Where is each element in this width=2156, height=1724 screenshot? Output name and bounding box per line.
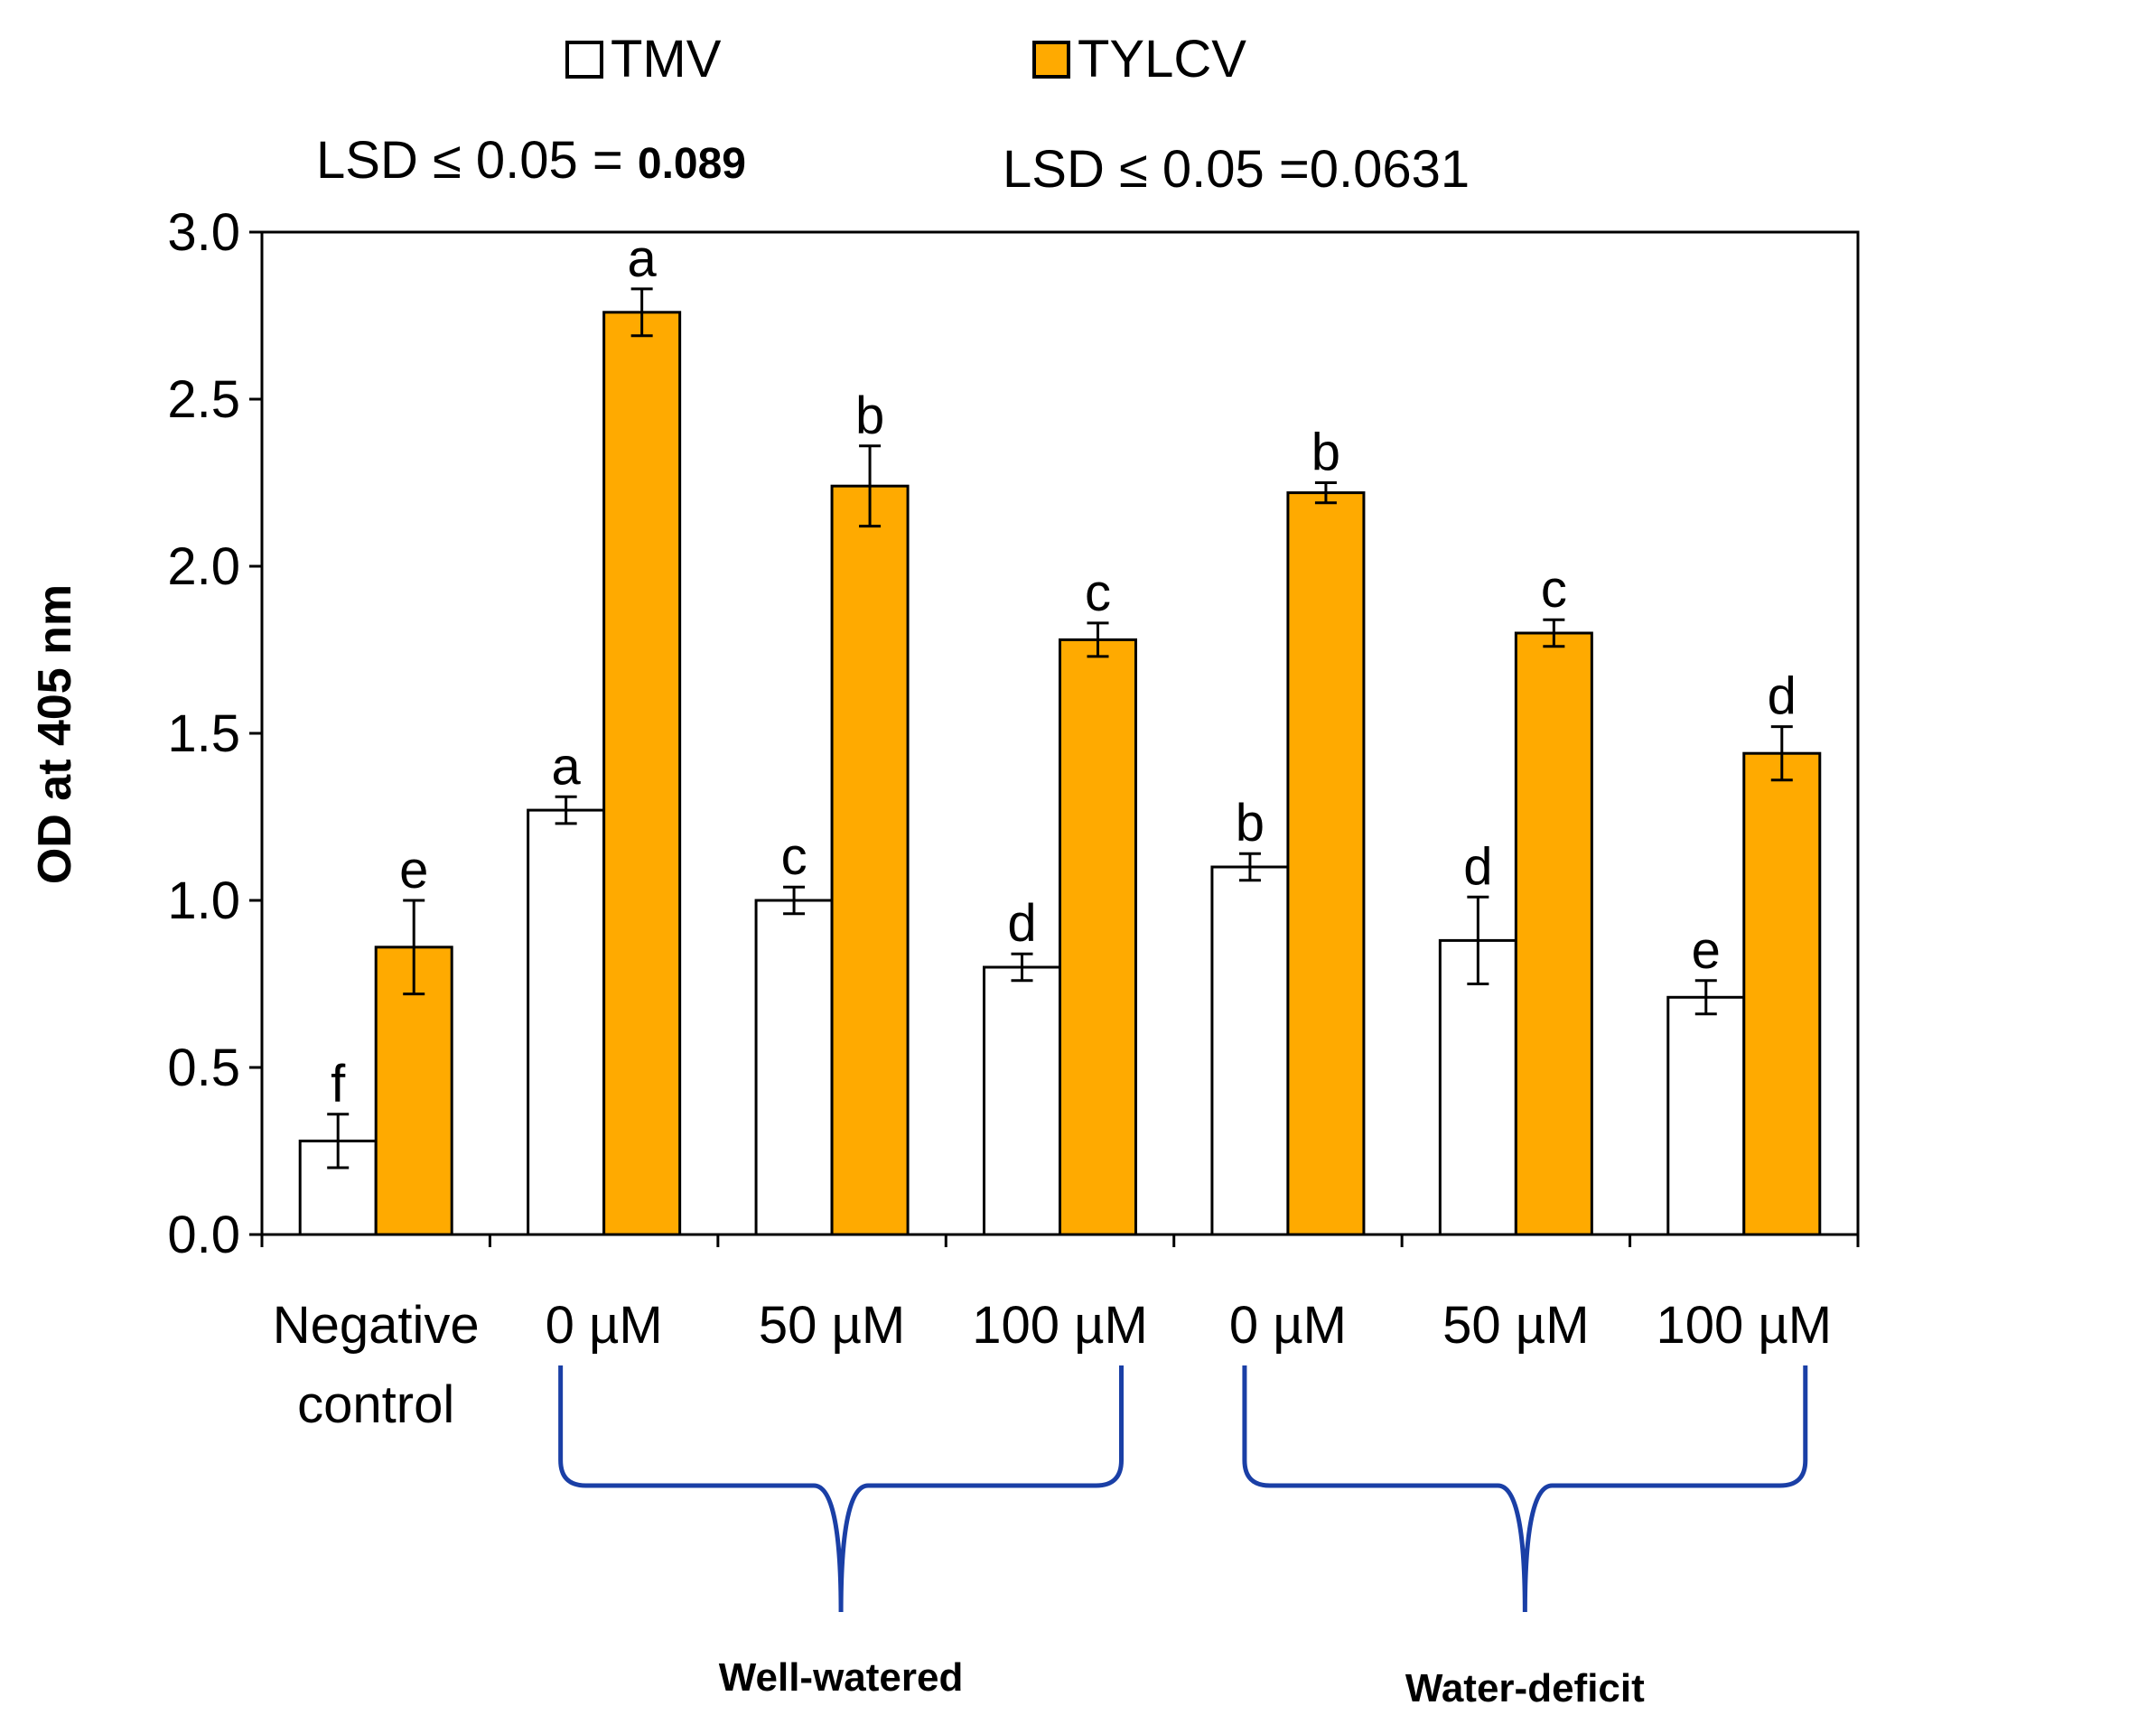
- bar-tmv-3: [983, 965, 1061, 1236]
- sig-letter-tylcv-0: e: [399, 841, 428, 899]
- bars: [298, 311, 1822, 1236]
- lsd-tmv: LSD ≤ 0.05 = 0.089: [316, 131, 746, 190]
- y-tick-label: 0.0: [167, 1206, 240, 1264]
- y-tick-label: 2.5: [167, 370, 240, 429]
- y-axis-ticks: 0.0 0.5 1.0 1.5 2.0 2.5 3.0: [167, 203, 262, 1264]
- y-tick-label: 3.0: [167, 203, 240, 262]
- lsd-tylcv: LSD ≤ 0.05 =0.0631: [1003, 140, 1470, 199]
- bar-tmv-5: [1438, 938, 1517, 1236]
- x-category-label: 50 µM: [1442, 1296, 1589, 1355]
- y-tick-label: 1.5: [167, 704, 240, 763]
- error-bars: [327, 287, 1793, 1170]
- x-category-label: 0 µM: [546, 1296, 663, 1355]
- bar-tylcv-4: [1286, 491, 1366, 1236]
- legend-swatch-tylcv: [1032, 41, 1070, 79]
- sig-letter-tmv-0: f: [331, 1055, 346, 1114]
- bar-tmv-1: [527, 808, 606, 1236]
- lsd-tylcv-value: 0.0631: [1310, 140, 1470, 199]
- bar-tylcv-6: [1742, 751, 1822, 1236]
- significance-letters: f e a a c b d c b b d c e d: [331, 229, 1797, 1114]
- legend: TMV TYLCV: [565, 30, 1246, 89]
- sig-letter-tylcv-2: b: [855, 387, 884, 445]
- y-tick-label: 1.0: [167, 871, 240, 930]
- y-tick-label: 0.5: [167, 1039, 240, 1097]
- x-category-label: 100 µM: [972, 1296, 1148, 1355]
- group-label-0: Well-watered: [719, 1655, 964, 1700]
- y-tick-label: 2.0: [167, 537, 240, 596]
- bar-tylcv-2: [830, 484, 910, 1236]
- sig-letter-tylcv-6: d: [1768, 667, 1797, 726]
- x-category-label: 50 µM: [759, 1296, 905, 1355]
- x-axis-ticks: [260, 1235, 1860, 1247]
- legend-label-tylcv: TYLCV: [1078, 30, 1246, 89]
- bar-tmv-6: [1666, 995, 1746, 1236]
- sig-letter-tylcv-5: c: [1541, 560, 1567, 619]
- group-label-1: Water-deficit: [1405, 1666, 1645, 1710]
- y-axis-label: OD at 405 nm: [29, 584, 81, 884]
- sig-letter-tmv-6: e: [1692, 921, 1721, 980]
- x-axis-category-labels: Negative control 0 µM 50 µM 100 µM 0 µM 50 µM 1…: [273, 1296, 1832, 1434]
- x-category-label: 100 µM: [1656, 1296, 1832, 1355]
- sig-letter-tmv-3: d: [1007, 894, 1036, 953]
- bar-tmv-4: [1210, 865, 1290, 1236]
- legend-label-tmv: TMV: [611, 30, 722, 89]
- sig-letter-tmv-5: d: [1463, 837, 1492, 896]
- sig-letter-tmv-4: b: [1236, 794, 1265, 853]
- x-category-label: control: [297, 1375, 454, 1434]
- bar-tylcv-1: [602, 311, 682, 1236]
- lsd-annotations: LSD ≤ 0.05 = 0.089 LSD ≤ 0.05 =0.0631: [316, 131, 1470, 199]
- bar-tylcv-3: [1059, 638, 1137, 1236]
- x-category-label: 0 µM: [1229, 1296, 1347, 1355]
- bar-tylcv-5: [1514, 631, 1593, 1236]
- sig-letter-tmv-1: a: [552, 737, 582, 796]
- sig-letter-tylcv-3: c: [1085, 564, 1111, 622]
- x-category-label: Negative: [273, 1296, 480, 1355]
- group-brace-0: [558, 1365, 1124, 1613]
- legend-swatch-tmv: [565, 41, 603, 79]
- sig-letter-tylcv-1: a: [628, 229, 658, 288]
- bar-tmv-2: [754, 899, 834, 1236]
- group-brace-1: [1242, 1365, 1808, 1613]
- bar-tmv-0: [298, 1139, 378, 1236]
- group-braces: Well-watered Water-deficit: [558, 1365, 1808, 1710]
- lsd-tmv-value: 0.089: [638, 140, 746, 188]
- lsd-tylcv-prefix: LSD ≤ 0.05 =: [1003, 140, 1310, 199]
- sig-letter-tmv-2: c: [781, 827, 807, 886]
- sig-letter-tylcv-4: b: [1311, 424, 1340, 482]
- lsd-tmv-prefix: LSD ≤ 0.05 =: [316, 131, 638, 190]
